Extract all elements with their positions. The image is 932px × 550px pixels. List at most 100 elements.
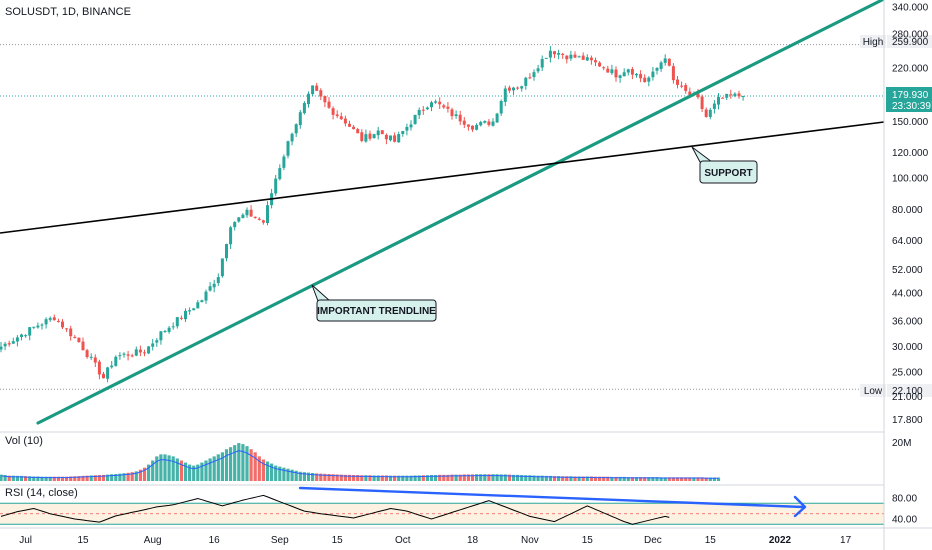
candle	[93, 354, 97, 368]
volume-bar	[306, 472, 311, 481]
volume-bar	[495, 474, 499, 481]
candle	[741, 95, 745, 101]
price-tick-label-12: 25.000	[892, 368, 923, 379]
candle	[643, 74, 647, 83]
candle	[635, 72, 638, 78]
volume-bar	[466, 474, 470, 481]
volume-bar	[421, 475, 425, 481]
candle	[69, 325, 73, 341]
volume-bar	[647, 477, 651, 481]
volume-bar	[470, 474, 475, 481]
volume-bar	[204, 460, 208, 481]
candle	[589, 55, 593, 65]
candle	[536, 64, 540, 74]
candle	[138, 345, 142, 357]
volume-bar	[233, 445, 237, 481]
volume-bar	[401, 475, 405, 481]
volume-bar	[253, 452, 257, 481]
candle	[581, 52, 585, 60]
volume-bar	[409, 475, 413, 481]
volume-bar	[216, 454, 220, 481]
candle	[253, 216, 257, 219]
time-tick-label-11: 15	[705, 535, 717, 546]
candle	[450, 107, 454, 120]
candle	[151, 339, 155, 351]
candle	[48, 316, 52, 322]
volume-bar	[614, 476, 618, 481]
callout-support[interactable]: SUPPORT	[691, 146, 758, 184]
candle	[610, 64, 614, 75]
candle	[655, 67, 659, 75]
volume-bar	[557, 476, 561, 481]
volume-bar	[36, 476, 40, 481]
high-price-label: 259.900	[892, 37, 929, 48]
candle	[368, 130, 372, 141]
volume-bar	[577, 476, 581, 481]
candle	[380, 130, 384, 135]
volume-bar	[675, 477, 680, 481]
volume-bar	[491, 474, 495, 481]
candle	[397, 131, 401, 143]
time-tick-label-2: Aug	[144, 535, 162, 546]
volume-layer	[0, 443, 721, 481]
candle	[651, 66, 655, 81]
volume-bar	[434, 475, 438, 481]
rsi-line	[0, 494, 670, 525]
support-line[interactable]	[0, 121, 885, 234]
candle	[376, 126, 380, 140]
candle	[438, 97, 442, 109]
candle	[229, 225, 233, 250]
grid-layer	[0, 44, 884, 390]
candle	[458, 110, 462, 126]
last-price-countdown: 23:30:39	[892, 101, 931, 112]
volume-bar	[151, 460, 155, 481]
candle	[3, 341, 7, 351]
candle	[147, 346, 151, 355]
candle	[257, 217, 261, 221]
volume-tick-label: 20M	[892, 438, 911, 449]
candle	[192, 307, 196, 311]
rsi-trend-arrow[interactable]	[298, 486, 807, 518]
time-tick-label-1: 15	[77, 535, 89, 546]
candle	[528, 73, 532, 80]
important-trendline[interactable]	[36, 0, 884, 425]
volume-bar	[270, 463, 274, 481]
volume-bar	[179, 460, 183, 481]
volume-bar	[183, 462, 188, 481]
time-tick-label-12: 2022	[769, 535, 792, 546]
candle	[421, 106, 425, 115]
candle	[372, 133, 376, 139]
candle	[676, 75, 679, 89]
volume-bar	[147, 464, 151, 481]
callout-support-label: SUPPORT	[704, 168, 752, 179]
volume-bar	[655, 477, 659, 481]
candle	[110, 360, 114, 369]
volume-bar	[561, 476, 565, 481]
volume-bar	[93, 475, 97, 481]
volume-bar	[73, 476, 77, 481]
volume-bar	[507, 474, 511, 481]
candle	[40, 323, 44, 330]
low-price-label: 22.100	[892, 386, 923, 397]
volume-bar	[52, 476, 56, 481]
svg-text:High: High	[863, 37, 884, 48]
volume-bar	[524, 475, 528, 481]
volume-bar	[425, 475, 429, 481]
candle	[512, 86, 515, 95]
low-marker: Low 22.100	[860, 384, 932, 397]
callout-important-trendline[interactable]: IMPORTANT TRENDLINE	[311, 284, 437, 322]
volume-bar	[544, 475, 548, 481]
volume-bar	[323, 473, 327, 481]
candle	[729, 89, 733, 99]
volume-bar	[101, 474, 106, 481]
volume-bar	[438, 474, 442, 481]
volume-bar	[380, 475, 384, 481]
volume-bar	[643, 477, 647, 481]
volume-bar	[618, 476, 622, 481]
price-tick-label-4: 120.000	[892, 148, 929, 159]
candle	[544, 57, 548, 59]
candle	[659, 60, 663, 72]
candle	[737, 90, 741, 99]
candle	[483, 120, 487, 124]
